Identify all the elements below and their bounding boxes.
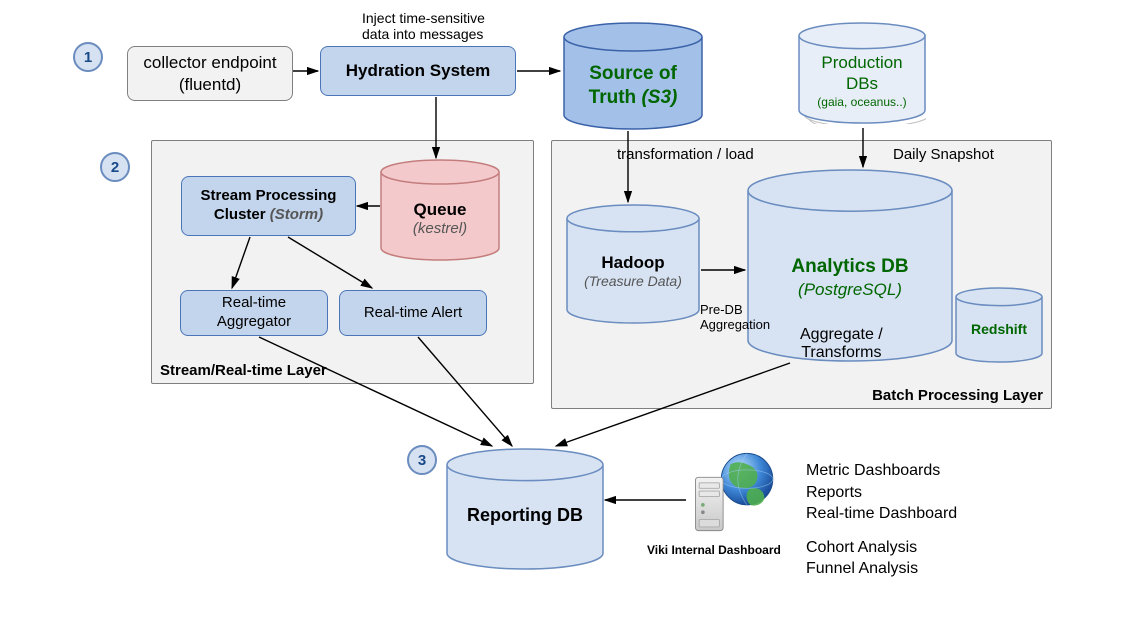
reporting-db-cylinder: Reporting DB [446, 448, 604, 570]
arrow [288, 237, 372, 288]
step-marker-3: 3 [407, 445, 437, 475]
reporting-db-cylinder-label: Reporting DB [446, 504, 604, 527]
realtime-alert-box: Real-time Alert [339, 290, 487, 336]
arrow [556, 363, 790, 446]
arrow [232, 237, 250, 288]
analytics-db-cylinder-label: Analytics DB(PostgreSQL) [747, 255, 953, 300]
realtime-aggregator-box: Real-timeAggregator [180, 290, 328, 336]
viki-dashboard-label: Viki Internal Dashboard [647, 543, 781, 557]
edge-label-predb: Pre-DB Aggregation [700, 302, 770, 332]
edge-label-daily_snapshot: Daily Snapshot [893, 146, 994, 163]
queue-cylinder-label: Queue(kestrel) [380, 199, 500, 239]
collector-endpoint-box: collector endpoint(fluentd) [127, 46, 293, 101]
hydration-system-box: Hydration System [320, 46, 516, 96]
source-of-truth-cylinder-label: Source ofTruth (S3) [563, 62, 703, 110]
redshift-cylinder-label: Redshift [955, 321, 1043, 339]
dashboard-outcomes-list: Metric DashboardsReportsReal-time Dashbo… [806, 460, 957, 580]
hadoop-cylinder: Hadoop(Treasure Data) [566, 204, 700, 324]
inject-caption: Inject time-sensitive data into messages [362, 10, 485, 42]
arrow [259, 337, 492, 446]
queue-cylinder: Queue(kestrel) [380, 159, 500, 261]
source-of-truth-cylinder: Source ofTruth (S3) [563, 22, 703, 130]
redshift-cylinder: Redshift [955, 287, 1043, 363]
step-marker-2: 2 [100, 152, 130, 182]
production-dbs-cylinder: ProductionDBs(gaia, oceanus..) [798, 22, 926, 124]
viki-dashboard-icon [690, 446, 782, 538]
step-marker-1: 1 [73, 42, 103, 72]
edge-label-transform_load: transformation / load [617, 146, 754, 163]
stream-processing-cluster-box: Stream ProcessingCluster (Storm) [181, 176, 356, 236]
arrow [418, 337, 512, 446]
analytics-db-subcaption: Aggregate / Transforms [800, 326, 883, 362]
hadoop-cylinder-label: Hadoop(Treasure Data) [566, 252, 700, 291]
production-dbs-cylinder-label: ProductionDBs(gaia, oceanus..) [798, 52, 926, 110]
